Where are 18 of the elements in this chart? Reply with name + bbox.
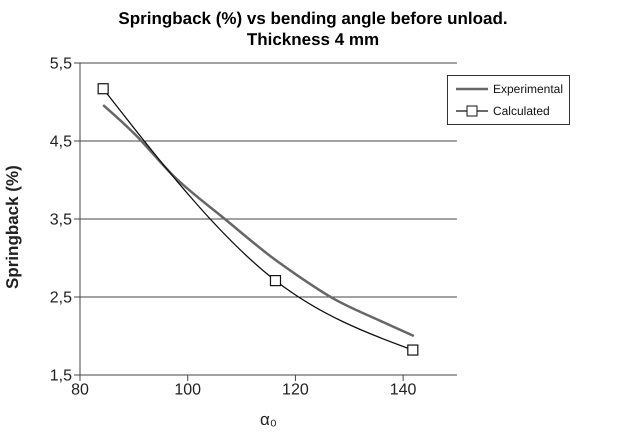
point — [270, 275, 282, 286]
legend-label: Calculated — [492, 104, 550, 118]
x-tick-label: 140 — [390, 381, 417, 398]
point — [98, 83, 109, 94]
x-tick-label: 80 — [71, 381, 89, 398]
point — [407, 344, 418, 356]
x-tick-label: 120 — [282, 381, 309, 398]
chart-title: Springback (%) vs bending angle before unload. Thickness 4 mm — [117, 8, 509, 50]
legend-label: Experimental — [492, 82, 563, 96]
x-axis-title: α₀ — [260, 410, 277, 429]
y-axis-title: Springback (%) — [3, 165, 22, 289]
y-tick-label: 5,5 — [50, 56, 72, 73]
line-series — [102, 104, 416, 338]
y-tick-label: 1,5 — [50, 368, 72, 385]
y-tick-label: 2,5 — [50, 290, 72, 307]
x-tick-label: 100 — [174, 381, 202, 398]
y-tick-label: 3,5 — [50, 212, 72, 229]
y-tick-label: 4,5 — [50, 134, 72, 151]
